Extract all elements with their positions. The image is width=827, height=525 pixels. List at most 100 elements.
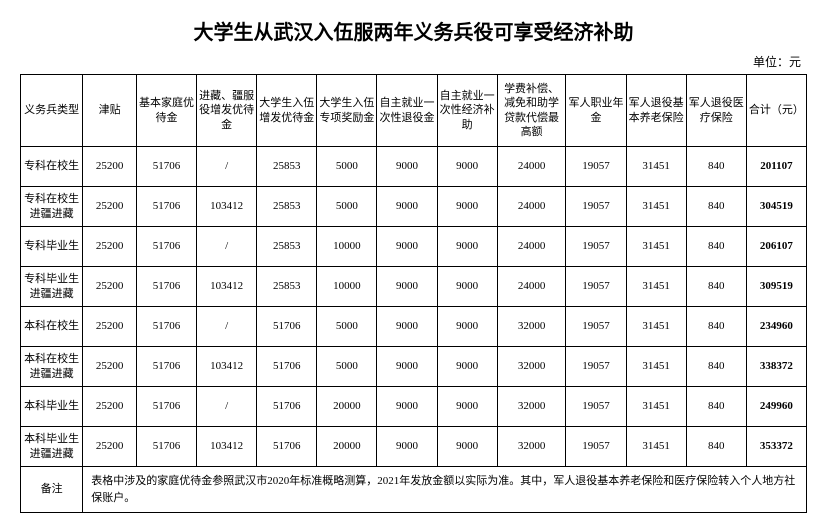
table-cell: 51706 [136,147,196,187]
table-cell: 51706 [136,427,196,467]
table-cell: 25853 [257,147,317,187]
table-cell: 840 [686,187,746,227]
table-row: 本科毕业生2520051706/517062000090009000320001… [21,387,807,427]
table-cell: 5000 [317,347,377,387]
table-cell: 31451 [626,307,686,347]
table-cell: 9000 [377,227,437,267]
table-cell: 51706 [136,307,196,347]
table-cell: 32000 [497,347,566,387]
note-row: 备注表格中涉及的家庭优待金参照武汉市2020年标准概略测算，2021年发放金额以… [21,467,807,513]
table-cell: / [197,387,257,427]
table-cell: 9000 [437,347,497,387]
col-header: 自主就业一次性经济补助 [437,75,497,147]
table-cell: 25853 [257,227,317,267]
table-cell: 19057 [566,347,626,387]
table-cell: 5000 [317,187,377,227]
note-text: 表格中涉及的家庭优待金参照武汉市2020年标准概略测算，2021年发放金额以实际… [83,467,807,513]
table-row: 本科在校生进疆进藏2520051706103412517065000900090… [21,347,807,387]
table-cell: 51706 [136,227,196,267]
table-cell: 31451 [626,227,686,267]
table-cell: 32000 [497,307,566,347]
table-cell: 840 [686,307,746,347]
table-cell: 10000 [317,267,377,307]
table-cell: 338372 [746,347,806,387]
table-cell: 840 [686,267,746,307]
table-cell: 31451 [626,387,686,427]
table-cell: 9000 [377,307,437,347]
table-cell: 304519 [746,187,806,227]
table-cell: 31451 [626,187,686,227]
subsidy-table: 义务兵类型津贴基本家庭优待金进藏、疆服役增发优待金大学生入伍增发优待金大学生入伍… [20,74,807,513]
table-cell: 9000 [437,227,497,267]
table-cell: 103412 [197,267,257,307]
table-cell: 专科在校生 [21,147,83,187]
table-cell: 专科在校生进疆进藏 [21,187,83,227]
table-row: 本科毕业生进疆进藏2520051706103412517062000090009… [21,427,807,467]
col-header: 津贴 [83,75,137,147]
table-cell: 19057 [566,427,626,467]
table-cell: 专科毕业生进疆进藏 [21,267,83,307]
table-cell: 353372 [746,427,806,467]
table-cell: 24000 [497,227,566,267]
table-cell: 10000 [317,227,377,267]
table-cell: 25200 [83,387,137,427]
table-cell: 234960 [746,307,806,347]
table-cell: 9000 [377,147,437,187]
col-header: 大学生入伍专项奖励金 [317,75,377,147]
table-cell: 51706 [257,387,317,427]
table-cell: 9000 [377,267,437,307]
table-cell: 51706 [257,307,317,347]
table-cell: 24000 [497,147,566,187]
table-cell: 32000 [497,387,566,427]
table-cell: 本科毕业生 [21,387,83,427]
table-cell: 31451 [626,267,686,307]
table-row: 本科在校生2520051706/517065000900090003200019… [21,307,807,347]
table-cell: 9000 [437,187,497,227]
table-cell: 19057 [566,187,626,227]
table-cell: / [197,147,257,187]
table-cell: 51706 [257,347,317,387]
table-cell: 31451 [626,147,686,187]
table-cell: 51706 [257,427,317,467]
table-cell: 25200 [83,267,137,307]
table-cell: 本科毕业生进疆进藏 [21,427,83,467]
table-cell: 840 [686,427,746,467]
table-row: 专科毕业生进疆进藏2520051706103412258531000090009… [21,267,807,307]
table-cell: 9000 [377,427,437,467]
table-cell: 9000 [437,387,497,427]
table-cell: 9000 [377,347,437,387]
table-cell: 840 [686,147,746,187]
table-cell: 103412 [197,187,257,227]
col-header: 自主就业一次性退役金 [377,75,437,147]
table-cell: 309519 [746,267,806,307]
unit-label: 单位：元 [20,53,807,70]
table-cell: 20000 [317,387,377,427]
table-cell: / [197,307,257,347]
table-header-row: 义务兵类型津贴基本家庭优待金进藏、疆服役增发优待金大学生入伍增发优待金大学生入伍… [21,75,807,147]
table-cell: 5000 [317,307,377,347]
table-cell: 24000 [497,187,566,227]
table-cell: 25853 [257,187,317,227]
table-cell: / [197,227,257,267]
table-cell: 9000 [437,147,497,187]
table-cell: 31451 [626,347,686,387]
table-cell: 专科毕业生 [21,227,83,267]
table-cell: 9000 [437,307,497,347]
table-row: 专科在校生进疆进藏2520051706103412258535000900090… [21,187,807,227]
table-cell: 51706 [136,347,196,387]
table-cell: 25200 [83,347,137,387]
table-cell: 840 [686,347,746,387]
table-cell: 19057 [566,267,626,307]
table-cell: 25200 [83,187,137,227]
table-cell: 19057 [566,227,626,267]
table-cell: 25200 [83,307,137,347]
table-cell: 103412 [197,427,257,467]
table-cell: 249960 [746,387,806,427]
table-cell: 5000 [317,147,377,187]
col-header: 军人职业年金 [566,75,626,147]
table-cell: 19057 [566,307,626,347]
table-cell: 19057 [566,387,626,427]
col-header: 基本家庭优待金 [136,75,196,147]
table-cell: 本科在校生进疆进藏 [21,347,83,387]
table-cell: 25200 [83,427,137,467]
